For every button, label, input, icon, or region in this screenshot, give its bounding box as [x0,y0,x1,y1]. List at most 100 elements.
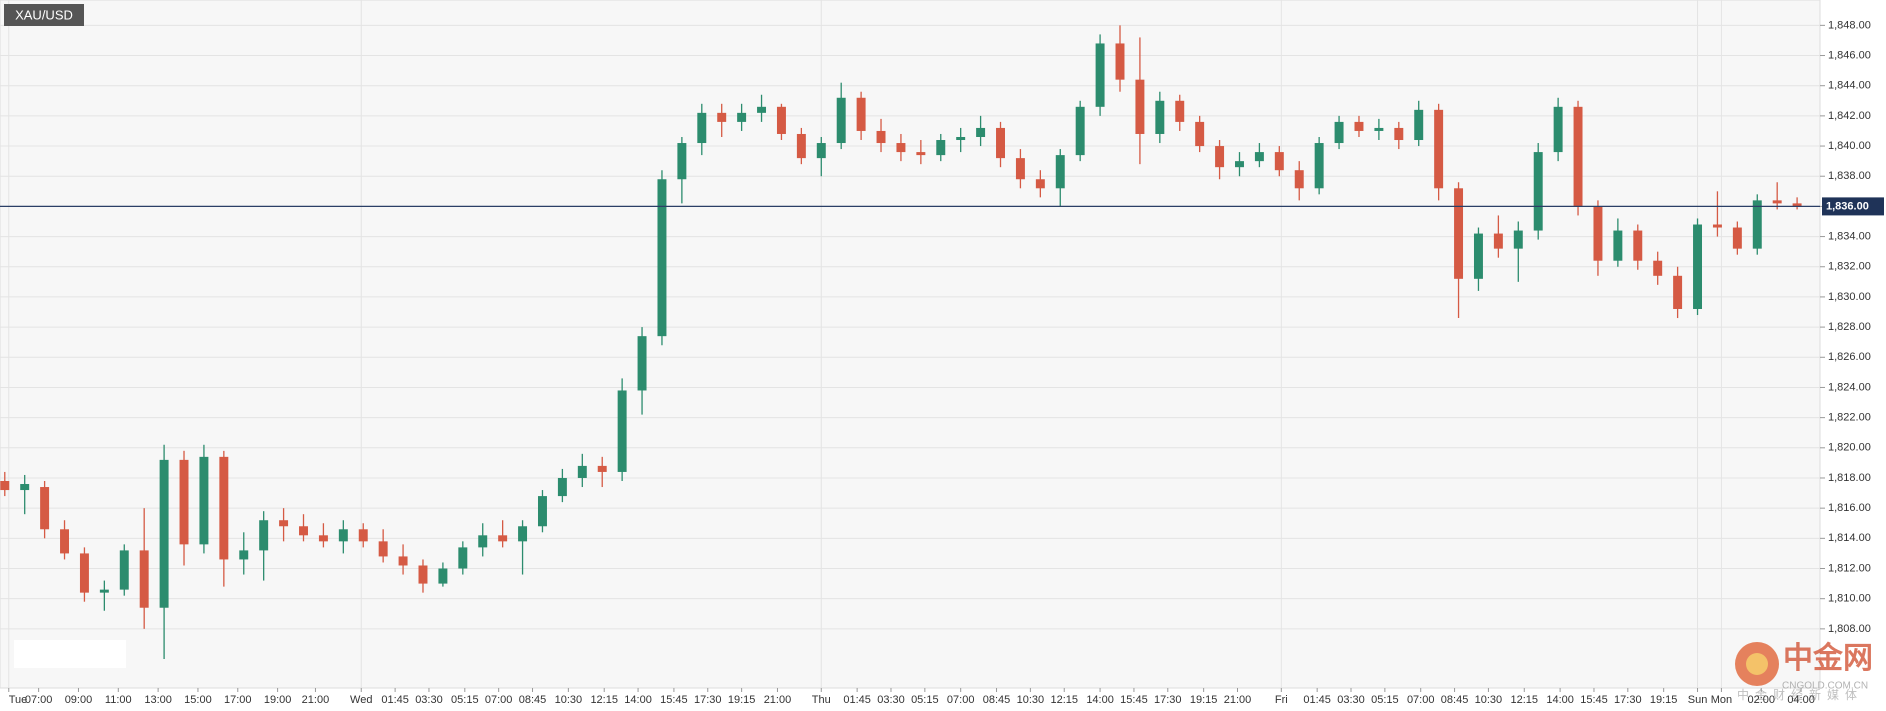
x-tick-label: 21:00 [764,694,792,706]
x-tick-label: 04:00 [1787,694,1815,706]
blank-box [14,640,126,668]
candle-body [458,547,468,569]
candle-body [1155,100,1165,134]
candle-body [1493,233,1503,249]
x-tick-label: Tue [9,694,28,706]
x-tick-label: 15:45 [660,694,688,706]
candle-body [1693,224,1703,309]
candle-body [1414,109,1424,141]
candle-body [99,589,109,593]
candle-body [597,465,607,472]
candle-body [617,390,627,472]
y-tick-label: 1,848.00 [1828,19,1871,31]
x-tick-label: 10:30 [555,694,583,706]
x-tick-label: 19:15 [728,694,756,706]
candle-body [1613,230,1623,261]
candle-body [956,136,966,141]
y-tick-label: 1,808.00 [1828,623,1871,635]
x-tick-label: 15:00 [184,694,212,706]
candle-body [1175,100,1185,122]
x-tick-label: 10:30 [1017,694,1045,706]
watermark: 中金网 CNGOLD.COM.CN 中金财经新媒体 [1735,641,1873,702]
candle-body [1254,152,1264,162]
candle-body [816,143,826,159]
watermark-site: CNGOLD.COM.CN [1782,681,1868,692]
x-tick-label: 12:15 [590,694,618,706]
x-tick-label: 17:00 [224,694,252,706]
candle-body [40,487,50,530]
candle-body [299,526,308,536]
candle-body [1314,143,1324,189]
watermark-logo-inner [1746,653,1768,675]
candle-body [577,465,587,478]
y-tick-label: 1,810.00 [1828,593,1871,605]
candle-body [737,112,747,122]
last-price-label: 1,836.00 [1826,200,1869,212]
candle-body [657,179,667,337]
candle-body [677,143,687,180]
candle-body [637,336,647,391]
x-tick-label: 17:30 [1154,694,1182,706]
title-box [4,4,84,26]
y-tick-label: 1,832.00 [1828,261,1871,273]
x-tick-label: 11:00 [105,694,132,706]
x-tick-label: 08:45 [983,694,1011,706]
candle-body [1354,121,1364,131]
x-tick-label: 09:00 [65,694,93,706]
x-tick-label: 01:45 [843,694,871,706]
candle-body [438,568,448,584]
candle-body [318,535,328,542]
candle-body [239,550,249,560]
candle-body [936,140,946,156]
candle-body [398,556,408,566]
candle-body [159,459,169,608]
candle-body [1553,106,1563,153]
x-tick-label: 17:30 [694,694,722,706]
plot-area [0,0,1821,689]
x-tick-label: 03:30 [877,694,905,706]
candle-body [1195,121,1205,147]
x-tick-label: 12:15 [1511,694,1539,706]
x-tick-label: Fri [1275,694,1288,706]
candle-body [338,529,348,542]
candle-body [79,553,89,593]
y-tick-label: 1,820.00 [1828,442,1871,454]
candle-body [1095,43,1105,107]
candle-body [1334,121,1344,144]
x-tick-label: Wed [350,694,372,706]
candle-body [1712,224,1722,228]
x-tick-label: 21:00 [1224,694,1252,706]
candle-body [1752,200,1762,249]
x-tick-label: 07:00 [485,694,513,706]
candle-body [179,459,189,545]
last-price-box [1822,197,1884,216]
candle-body [836,97,846,144]
candle-body [498,535,508,542]
candle-body [1593,206,1603,261]
candle-body [1513,230,1523,249]
candle-body [1434,109,1444,189]
y-tick-label: 1,822.00 [1828,412,1871,424]
candle-body [139,550,149,608]
candle-body [259,520,269,551]
x-tick-label: 19:15 [1650,694,1678,706]
y-tick-label: 1,846.00 [1828,49,1871,61]
x-tick-label: 03:30 [1337,694,1365,706]
x-tick-label: 01:45 [1303,694,1331,706]
candle-body [1055,155,1065,189]
y-tick-label: 1,812.00 [1828,562,1871,574]
candle-body [856,97,866,131]
y-tick-label: 1,838.00 [1828,170,1871,182]
candle-body [1294,170,1304,189]
candle-body [358,529,368,542]
candle-body [1235,161,1244,168]
candle-body [20,484,30,491]
candle-body [1215,146,1225,168]
y-tick-label: 1,816.00 [1828,502,1871,514]
candle-body [119,550,129,590]
candle-body [199,456,209,545]
candles [0,25,1802,660]
x-tick-label: Thu [812,694,831,706]
candle-body [776,106,786,134]
